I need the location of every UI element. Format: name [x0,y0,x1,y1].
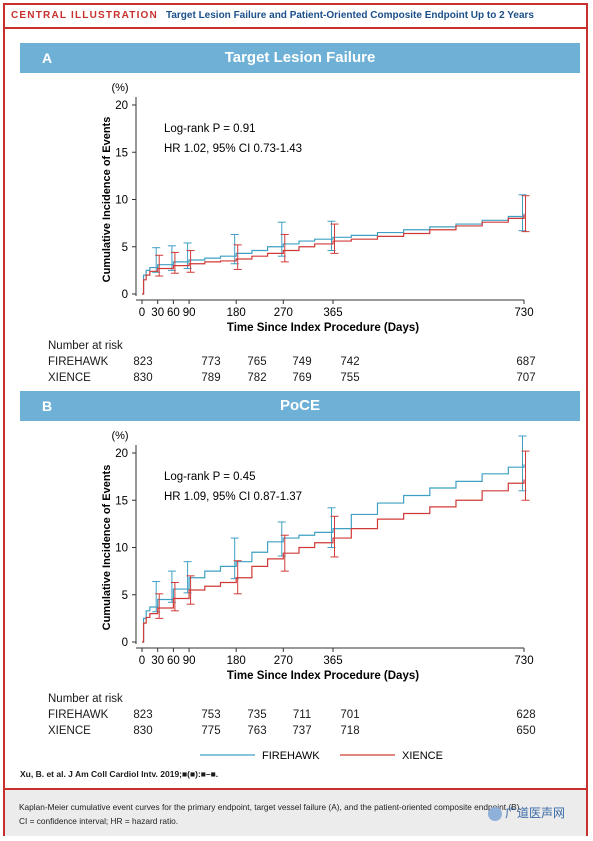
x-tick-label: 270 [274,307,293,319]
risk-cell: 701 [340,709,360,721]
watermark: 广道医声网 [488,804,565,821]
y-tick-label: 20 [115,100,128,112]
panel-b-letter: B [42,398,53,414]
risk-row-label-firehawk: FIREHAWK [48,356,109,368]
y-tick-label: 10 [115,543,128,555]
x-axis-title: Time Since Index Procedure (Days) [227,670,419,682]
risk-cell: 830 [133,725,153,737]
y-tick-label: 0 [122,289,128,301]
x-tick-label: 60 [167,655,180,667]
risk-cell: 775 [201,725,221,737]
y-axis-title: Cumulative Incidence of Events [101,465,113,631]
citation: Xu, B. et al. J Am Coll Cardiol Intv. 20… [20,769,219,779]
risk-cell: 789 [201,372,221,384]
x-tick-label: 180 [227,307,246,319]
km-curve-xience [142,214,525,295]
y-tick-label: 0 [122,637,128,649]
figure-title: Target Lesion Failure and Patient-Orient… [165,10,534,21]
x-tick-label: 60 [167,307,180,319]
risk-cell: 707 [516,372,536,384]
y-tick-label: 5 [122,590,128,602]
x-tick-label: 365 [323,307,342,319]
hazard-ratio-stat: HR 1.09, 95% CI 0.87-1.37 [164,491,302,503]
x-tick-label: 0 [139,655,145,667]
panel-b-chart: 0 5 10 15 20 (%) 0 30 60 90 180 270 365 730 Time Since… [101,430,534,682]
risk-cell: 628 [516,709,536,721]
x-tick-label: 270 [274,655,293,667]
y-tick-label: 10 [115,195,128,207]
log-rank-stat: Log-rank P = 0.91 [164,123,256,135]
hazard-ratio-stat: HR 1.02, 95% CI 0.73-1.43 [164,143,302,155]
y-tick-label: 15 [115,147,128,159]
central-illustration-label: CENTRAL ILLUSTRATION [11,10,158,21]
y-unit-label: (%) [111,430,128,442]
risk-cell: 765 [247,356,267,368]
x-tick-label: 30 [151,655,164,667]
km-curve-firehawk [142,464,525,643]
risk-cell: 687 [516,356,536,368]
panel-a-risk-table: Number at risk FIREHAWK XIENCE 823 773 7… [48,340,568,392]
risk-row-label-xience: XIENCE [48,725,91,737]
panel-a-bar: Target Lesion Failure A [20,43,580,73]
risk-cell: 737 [292,725,312,737]
risk-cell: 711 [292,709,312,721]
y-axis-title: Cumulative Incidence of Events [101,117,113,283]
x-tick-label: 30 [151,307,164,319]
risk-cell: 755 [340,372,360,384]
watermark-text: 广道医声网 [505,806,566,820]
x-tick-label: 0 [139,307,145,319]
panel-a-chart: 0 5 10 15 20 (%) 0 30 60 90 180 270 365 730 Time Since… [101,82,534,334]
risk-cell: 763 [247,725,267,737]
risk-table-header: Number at risk [48,693,123,705]
risk-cell: 773 [201,356,221,368]
y-tick-label: 20 [115,448,128,460]
chart-legend: FIREHAWK XIENCE [200,750,443,762]
x-tick-label: 90 [183,655,196,667]
x-axis-title: Time Since Index Procedure (Days) [227,322,419,334]
panel-a-letter: A [42,50,53,66]
x-tick-label: 90 [183,307,196,319]
y-unit-label: (%) [111,82,128,94]
x-tick-label: 730 [514,655,533,667]
risk-cell: 650 [516,725,536,737]
risk-cell: 753 [201,709,221,721]
risk-cell: 735 [247,709,267,721]
panel-b-bar: PoCE B [20,391,580,421]
figure-header: CENTRAL ILLUSTRATION Target Lesion Failur… [5,5,586,29]
legend-label-xience: XIENCE [402,750,443,762]
panel-b-risk-table: Number at risk FIREHAWK XIENCE 823 753 7… [48,693,568,745]
panel-b-title: PoCE [279,397,320,414]
risk-cell: 782 [247,372,267,384]
legend-label-firehawk: FIREHAWK [262,750,320,762]
caption-line-1: Kaplan-Meier cumulative event curves for… [19,802,522,812]
risk-cell: 718 [340,725,360,737]
risk-table-header: Number at risk [48,340,123,352]
risk-cell: 823 [133,356,153,368]
x-tick-label: 730 [514,307,533,319]
x-tick-label: 365 [323,655,342,667]
risk-row-label-firehawk: FIREHAWK [48,709,109,721]
risk-cell: 830 [133,372,153,384]
km-curve-firehawk [142,213,525,295]
km-curve-xience [142,479,525,643]
x-tick-label: 180 [227,655,246,667]
watermark-logo-icon [488,806,502,821]
panel-a-title: Target Lesion Failure [224,49,376,66]
risk-row-label-xience: XIENCE [48,372,91,384]
risk-cell: 742 [340,356,360,368]
risk-cell: 769 [292,372,312,384]
caption-line-2: CI = confidence interval; HR = hazard ra… [19,816,179,826]
log-rank-stat: Log-rank P = 0.45 [164,471,256,483]
y-tick-label: 15 [115,495,128,507]
y-tick-label: 5 [122,242,128,254]
risk-cell: 749 [292,356,312,368]
risk-cell: 823 [133,709,153,721]
